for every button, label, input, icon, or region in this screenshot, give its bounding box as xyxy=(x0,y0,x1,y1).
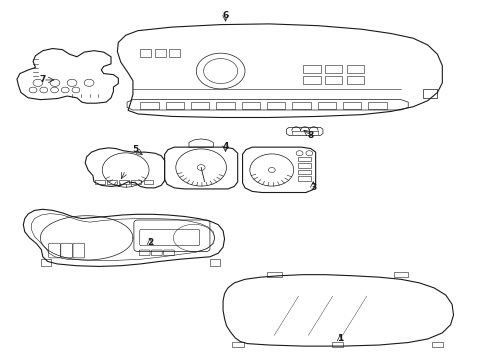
Bar xyxy=(140,102,159,109)
Text: 6: 6 xyxy=(222,11,229,20)
Bar xyxy=(216,102,235,109)
Bar xyxy=(332,342,343,347)
Bar xyxy=(166,102,184,109)
Bar xyxy=(297,170,311,174)
Bar xyxy=(297,176,311,181)
Bar xyxy=(140,49,151,57)
Bar xyxy=(292,102,311,109)
Bar xyxy=(343,102,362,109)
Bar xyxy=(144,180,153,184)
Bar xyxy=(131,180,141,184)
Bar xyxy=(303,65,320,73)
Text: 7: 7 xyxy=(40,76,46,85)
Bar xyxy=(41,259,51,266)
Bar xyxy=(242,102,260,109)
Bar xyxy=(191,102,209,109)
Text: 3: 3 xyxy=(310,183,317,192)
Bar xyxy=(393,272,408,277)
Bar xyxy=(432,342,443,347)
Bar xyxy=(318,102,336,109)
Text: 5: 5 xyxy=(132,145,139,154)
Bar xyxy=(325,76,343,84)
Bar xyxy=(210,259,220,266)
Bar xyxy=(155,49,166,57)
Bar xyxy=(297,163,311,168)
Text: 2: 2 xyxy=(147,238,153,247)
Bar xyxy=(347,65,365,73)
Bar xyxy=(119,180,129,184)
Bar xyxy=(297,157,311,161)
Bar xyxy=(267,272,282,277)
Bar xyxy=(347,76,365,84)
Bar xyxy=(368,102,387,109)
Bar xyxy=(107,180,117,184)
Bar xyxy=(267,102,286,109)
Bar xyxy=(170,49,180,57)
Bar xyxy=(325,65,343,73)
Bar xyxy=(95,180,105,184)
Bar xyxy=(303,76,320,84)
Text: 4: 4 xyxy=(222,141,229,150)
Text: 1: 1 xyxy=(337,334,343,343)
Text: 8: 8 xyxy=(308,131,314,140)
Bar xyxy=(232,342,244,347)
